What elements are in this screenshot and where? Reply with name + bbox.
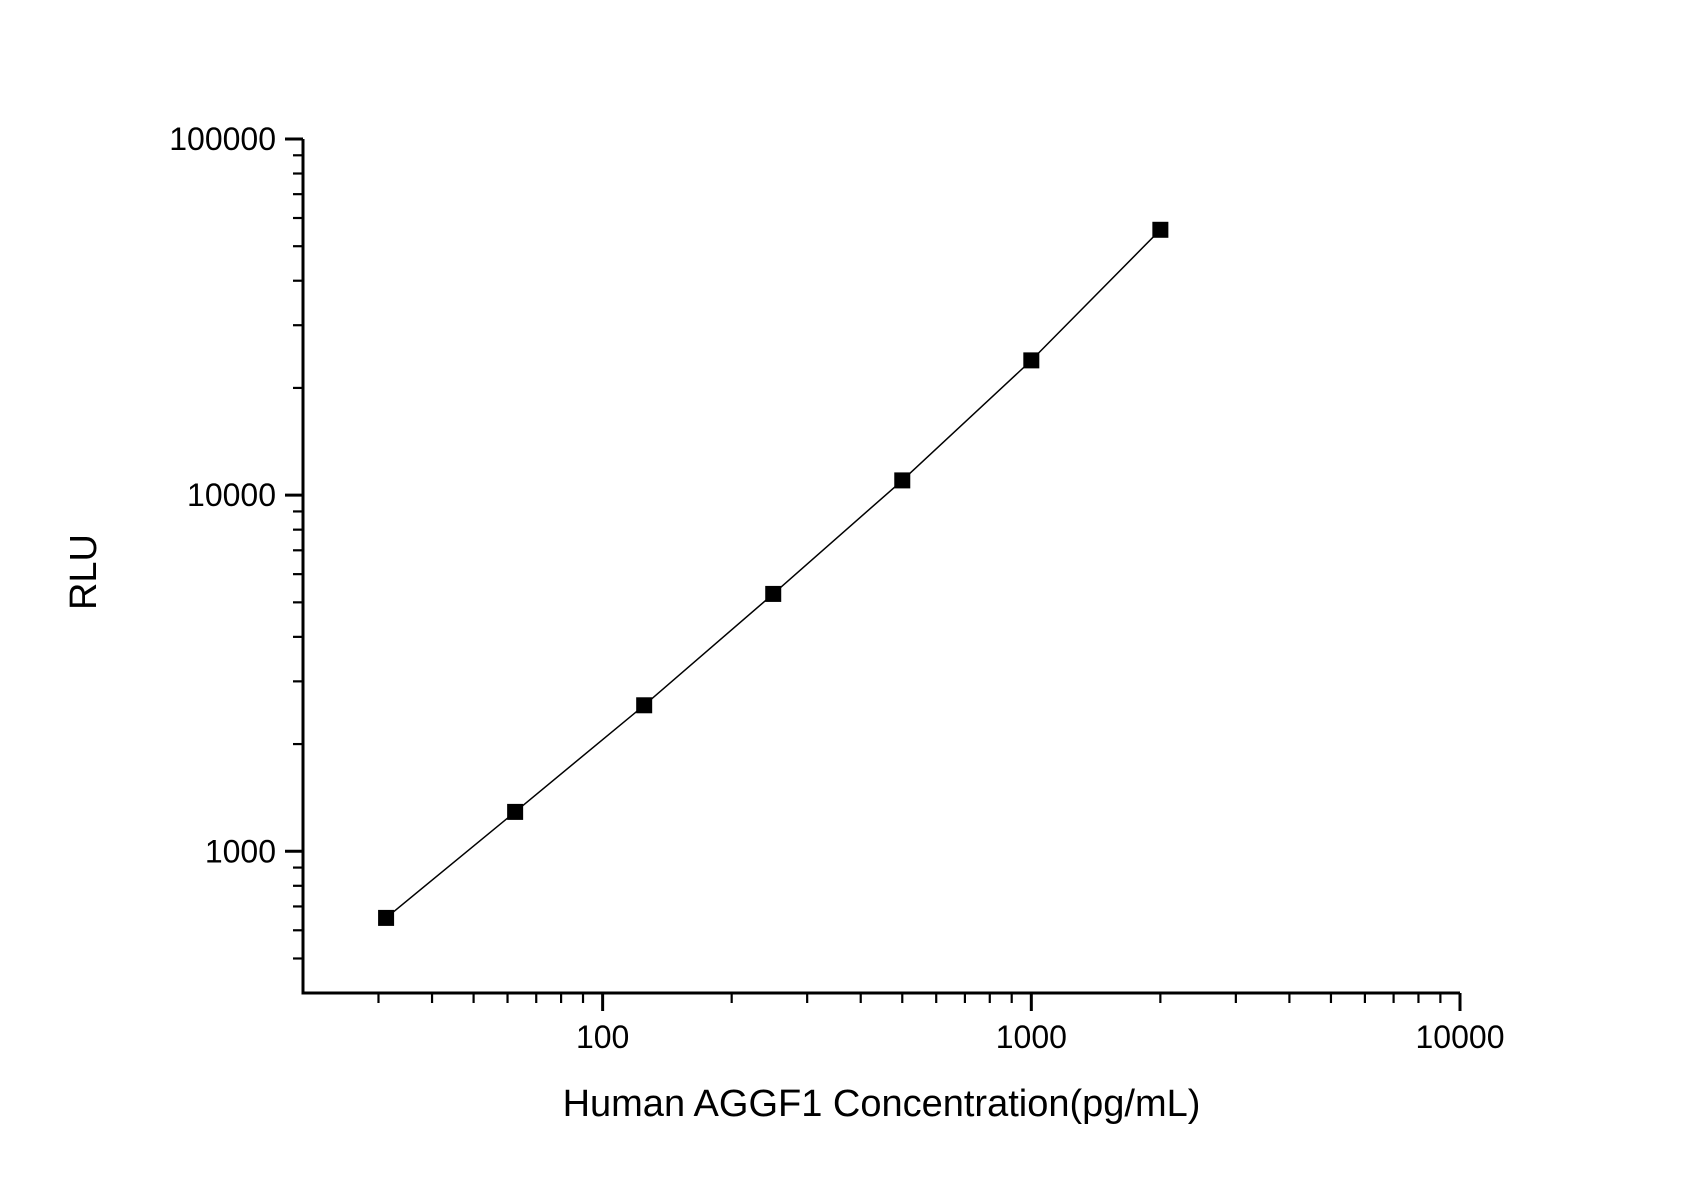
data-point-marker: [378, 909, 395, 926]
x-tick-label: 1000: [996, 1019, 1067, 1055]
axis-frame: [301, 139, 1460, 995]
data-point-marker: [1152, 221, 1169, 238]
axis-ticks: [285, 137, 1462, 1011]
data-series: [378, 221, 1169, 926]
x-tick-label: 100: [576, 1019, 629, 1055]
axes: [301, 139, 1460, 995]
x-axis-title: Human AGGF1 Concentration(pg/mL): [562, 1083, 1201, 1125]
x-tick-label: 10000: [1416, 1019, 1505, 1055]
data-point-marker: [765, 585, 782, 602]
data-point-marker: [636, 697, 653, 714]
standard-curve-line: [385, 229, 1161, 919]
y-tick-label: 100000: [169, 121, 276, 157]
y-tick-label: 1000: [205, 833, 276, 869]
axis-tick-labels: 100 1000 10000 1000 10000 100000: [169, 121, 1504, 1055]
y-axis-title: RLU: [63, 533, 105, 611]
y-tick-label: 10000: [187, 477, 276, 513]
data-point-marker: [894, 472, 911, 489]
data-point-marker: [507, 803, 524, 820]
data-point-marker: [1023, 352, 1040, 369]
